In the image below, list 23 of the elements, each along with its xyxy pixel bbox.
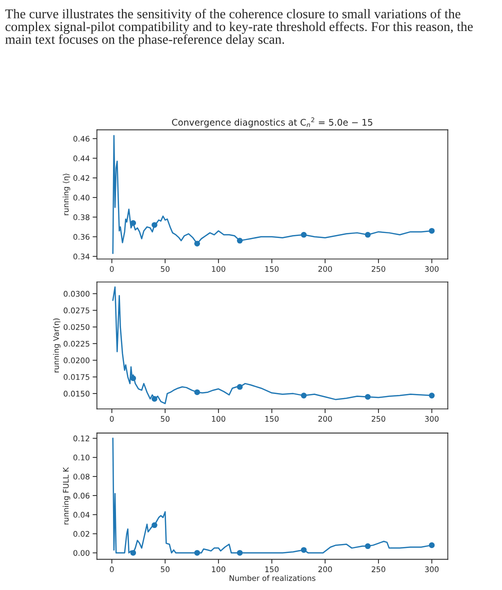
point [130, 375, 136, 382]
point [194, 389, 200, 396]
point [194, 240, 200, 246]
point [152, 222, 158, 228]
point [152, 522, 158, 528]
point [428, 542, 435, 548]
point [236, 238, 243, 244]
chart-title: Convergence diagnostics at C$_{n}$$^{2}$ = 5.0e − 15 [172, 117, 372, 128]
point [364, 394, 371, 400]
point [152, 396, 158, 402]
point [300, 392, 307, 398]
point [428, 392, 435, 398]
point [194, 550, 200, 556]
point [428, 228, 435, 234]
point [236, 550, 243, 556]
point [300, 547, 307, 553]
point [364, 232, 371, 238]
point [300, 232, 307, 238]
point [364, 543, 371, 550]
point [236, 384, 243, 390]
text: The curve illustrates the sensitivity of the coherence closure to small variations of the complex signal-pilot compatibility and to key-rate threshold effects. For this reason, the main text focuses on the phase-reference delay scan. [5, 8, 473, 47]
point [130, 220, 136, 226]
point [130, 550, 136, 556]
